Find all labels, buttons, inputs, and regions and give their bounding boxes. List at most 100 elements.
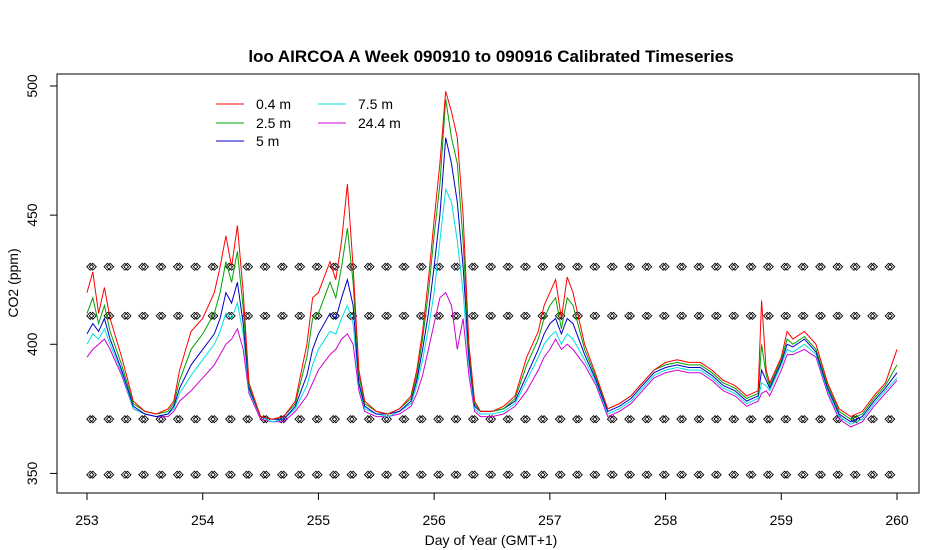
calibration-point: [435, 311, 445, 321]
calibration-point: [641, 262, 650, 271]
calibration-point: [401, 311, 410, 321]
calibration-point: [227, 470, 236, 479]
calibration-point: [155, 311, 164, 321]
calibration-point: [713, 262, 722, 271]
calibration-point: [505, 470, 514, 479]
calibration-point: [415, 311, 425, 321]
calibration-point: [138, 470, 147, 479]
calibration-point: [210, 311, 219, 321]
calibration-point: [155, 470, 164, 479]
calibration-point: [696, 262, 705, 271]
calibration-point: [487, 470, 497, 479]
calibration-point: [748, 470, 757, 479]
calibration-point: [765, 311, 774, 321]
calibration-point: [693, 470, 702, 479]
calibration-point: [624, 311, 633, 321]
calibration-point: [329, 470, 338, 479]
calibration-point: [294, 262, 303, 271]
calibration-point: [140, 262, 149, 271]
calibration-point: [835, 470, 844, 479]
calibration-point: [502, 262, 511, 271]
calibration-point: [279, 262, 288, 271]
calibration-point: [609, 415, 618, 424]
calibration-point: [505, 311, 514, 321]
calibration-point: [106, 415, 115, 424]
calibration-point: [815, 415, 824, 424]
calibration-point: [887, 311, 896, 321]
calibration-point: [782, 415, 792, 424]
calibration-point: [140, 415, 149, 424]
calibration-point: [520, 262, 529, 271]
calibration-point: [294, 415, 303, 424]
calibration-point: [745, 470, 754, 479]
calibration-point: [123, 311, 132, 321]
calibration-point: [262, 262, 271, 271]
calibration-point: [815, 262, 824, 271]
calibration-point: [277, 470, 286, 479]
calibration-point: [190, 262, 199, 271]
legend-label: 2.5 m: [256, 115, 291, 131]
x-tick-label: 258: [654, 512, 678, 528]
calibration-point: [867, 470, 876, 479]
calibration-point: [849, 311, 859, 321]
calibration-point: [383, 262, 392, 271]
calibration-point: [502, 470, 511, 479]
calibration-point: [522, 415, 531, 424]
calibration-point: [470, 415, 479, 424]
calibration-point: [331, 311, 340, 321]
calibration-point: [123, 262, 132, 271]
calibration-point: [244, 470, 254, 479]
calibration-point: [641, 311, 650, 321]
calibration-point: [589, 470, 598, 479]
calibration-point: [450, 470, 459, 479]
calibration-point: [453, 311, 462, 321]
calibration-point: [624, 262, 633, 271]
calibration-point: [644, 470, 653, 479]
calibration-point: [815, 311, 824, 321]
calibration-point: [366, 311, 375, 321]
y-axis: 350 400 450 500: [24, 74, 58, 485]
calibration-point: [363, 311, 373, 321]
calibration-point: [710, 311, 720, 321]
calibration-point: [554, 415, 564, 424]
calibration-point: [693, 262, 702, 271]
calibration-point: [728, 311, 737, 321]
calibration-point: [331, 470, 340, 479]
calibration-point: [172, 470, 182, 479]
calibration-point: [661, 262, 670, 271]
x-tick-label: 253: [75, 512, 99, 528]
calibration-point: [780, 470, 789, 479]
calibration-point: [780, 415, 789, 424]
calibration-point: [277, 311, 286, 321]
calibration-point: [658, 470, 668, 479]
calibration-point: [401, 470, 410, 479]
series-lines: [86, 91, 898, 428]
legend-label: 0.4 m: [256, 96, 291, 112]
calibration-point: [832, 470, 841, 479]
calibration-point: [120, 262, 130, 271]
calibration-point: [574, 262, 583, 271]
calibration-point: [626, 311, 635, 321]
calibration-point: [626, 415, 635, 424]
x-tick-label: 259: [770, 512, 794, 528]
calibration-point: [763, 470, 772, 479]
calibration-point: [175, 415, 184, 424]
calibration-point: [311, 262, 321, 271]
calibration-point: [763, 415, 772, 424]
calibration-point: [485, 311, 494, 321]
calibration-point: [867, 311, 876, 321]
calibration-point: [606, 311, 616, 321]
calibration-point: [103, 470, 112, 479]
calibration-point: [658, 262, 668, 271]
calibration-point: [227, 262, 236, 271]
calibration-point: [539, 262, 549, 271]
calibration-point: [207, 415, 216, 424]
calibration-point: [696, 470, 705, 479]
calibration-point: [433, 311, 442, 321]
calibration-point: [867, 262, 876, 271]
calibration-point: [745, 415, 754, 424]
calibration-point: [86, 311, 95, 321]
calibration-point: [140, 470, 149, 479]
calibration-point: [780, 311, 789, 321]
